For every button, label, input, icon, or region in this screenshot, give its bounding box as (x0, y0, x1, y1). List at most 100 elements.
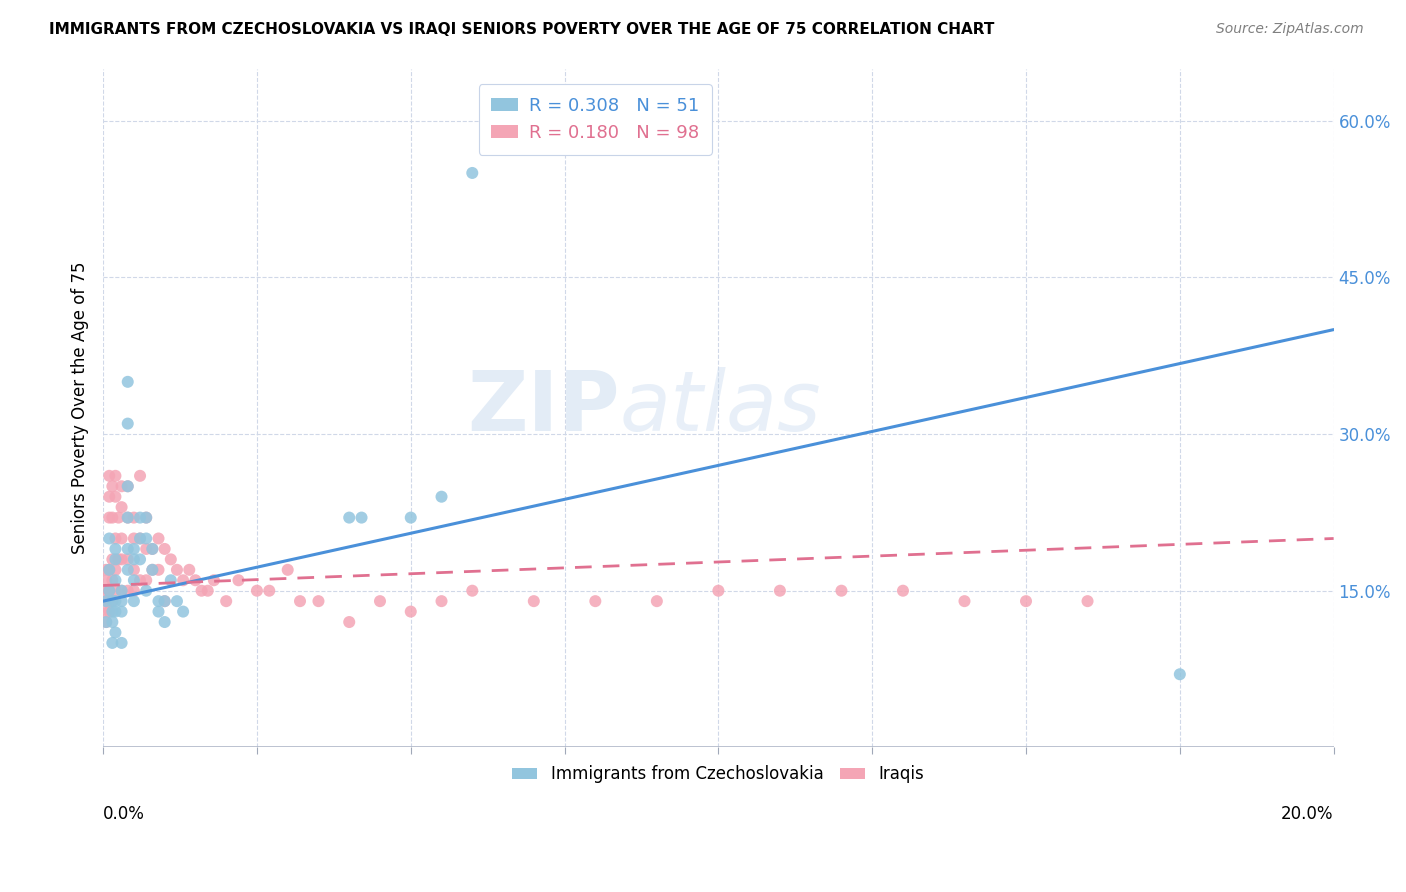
Point (98, 563, 121, 577)
Point (135, 541, 157, 556)
Point (135, 583, 157, 598)
Point (148, 563, 170, 577)
Point (117, 479, 139, 493)
Y-axis label: Seniors Poverty Over the Age of 75: Seniors Poverty Over the Age of 75 (72, 261, 89, 554)
Point (135, 510, 157, 524)
Point (104, 563, 127, 577)
Point (96, 605, 118, 619)
Point (104, 625, 127, 640)
Point (110, 532, 132, 546)
Point (104, 605, 127, 619)
Point (117, 583, 139, 598)
Point (101, 605, 124, 619)
Point (288, 594, 311, 608)
Point (96, 615, 118, 629)
Point (101, 574, 124, 588)
Point (172, 605, 194, 619)
Point (257, 583, 280, 598)
Point (399, 605, 422, 619)
Point (148, 605, 170, 619)
Point (141, 541, 163, 556)
Point (117, 510, 139, 524)
Point (1168, 667, 1191, 681)
Point (104, 541, 127, 556)
Point (101, 510, 124, 524)
Point (184, 574, 207, 588)
Point (98, 563, 121, 577)
Point (110, 583, 132, 598)
Point (96, 563, 118, 577)
Point (110, 479, 132, 493)
Point (98, 468, 121, 483)
Point (107, 552, 129, 566)
Point (101, 594, 124, 608)
Point (117, 552, 139, 566)
Point (1015, 594, 1038, 608)
Point (141, 563, 163, 577)
Point (101, 636, 124, 650)
Point (104, 490, 127, 504)
Point (166, 563, 188, 577)
Point (953, 594, 976, 608)
Point (107, 510, 129, 524)
Point (122, 583, 145, 598)
Point (153, 594, 176, 608)
Point (122, 532, 145, 546)
Point (122, 510, 145, 524)
Text: ZIP: ZIP (467, 368, 620, 449)
Point (148, 594, 170, 608)
Point (430, 490, 453, 504)
Point (117, 510, 139, 524)
Point (308, 594, 330, 608)
Point (645, 594, 668, 608)
Point (228, 574, 250, 588)
Point (98, 594, 121, 608)
Point (104, 583, 127, 598)
Point (190, 583, 212, 598)
Point (246, 583, 269, 598)
Point (202, 574, 225, 588)
Point (104, 468, 127, 483)
Point (104, 552, 127, 566)
Point (104, 574, 127, 588)
Point (141, 563, 163, 577)
Point (172, 574, 194, 588)
Point (117, 563, 139, 577)
Point (104, 532, 127, 546)
Point (101, 552, 124, 566)
Point (96, 594, 118, 608)
Point (129, 468, 152, 483)
Point (117, 375, 139, 389)
Point (110, 636, 132, 650)
Point (368, 594, 391, 608)
Point (430, 594, 453, 608)
Point (98, 490, 121, 504)
Text: Source: ZipAtlas.com: Source: ZipAtlas.com (1216, 22, 1364, 37)
Point (891, 583, 914, 598)
Point (122, 594, 145, 608)
Point (101, 615, 124, 629)
Point (98, 583, 121, 598)
Point (98, 605, 121, 619)
Point (159, 552, 181, 566)
Point (104, 594, 127, 608)
Text: 20.0%: 20.0% (1281, 805, 1334, 822)
Point (129, 552, 152, 566)
Point (399, 510, 422, 524)
Point (215, 594, 238, 608)
Point (337, 615, 360, 629)
Point (148, 532, 170, 546)
Point (166, 594, 188, 608)
Point (135, 574, 157, 588)
Point (461, 166, 484, 180)
Point (830, 583, 852, 598)
Point (122, 563, 145, 577)
Point (461, 583, 484, 598)
Point (98, 510, 121, 524)
Point (135, 510, 157, 524)
Point (117, 541, 139, 556)
Point (101, 594, 124, 608)
Point (129, 510, 152, 524)
Point (117, 417, 139, 431)
Point (277, 563, 299, 577)
